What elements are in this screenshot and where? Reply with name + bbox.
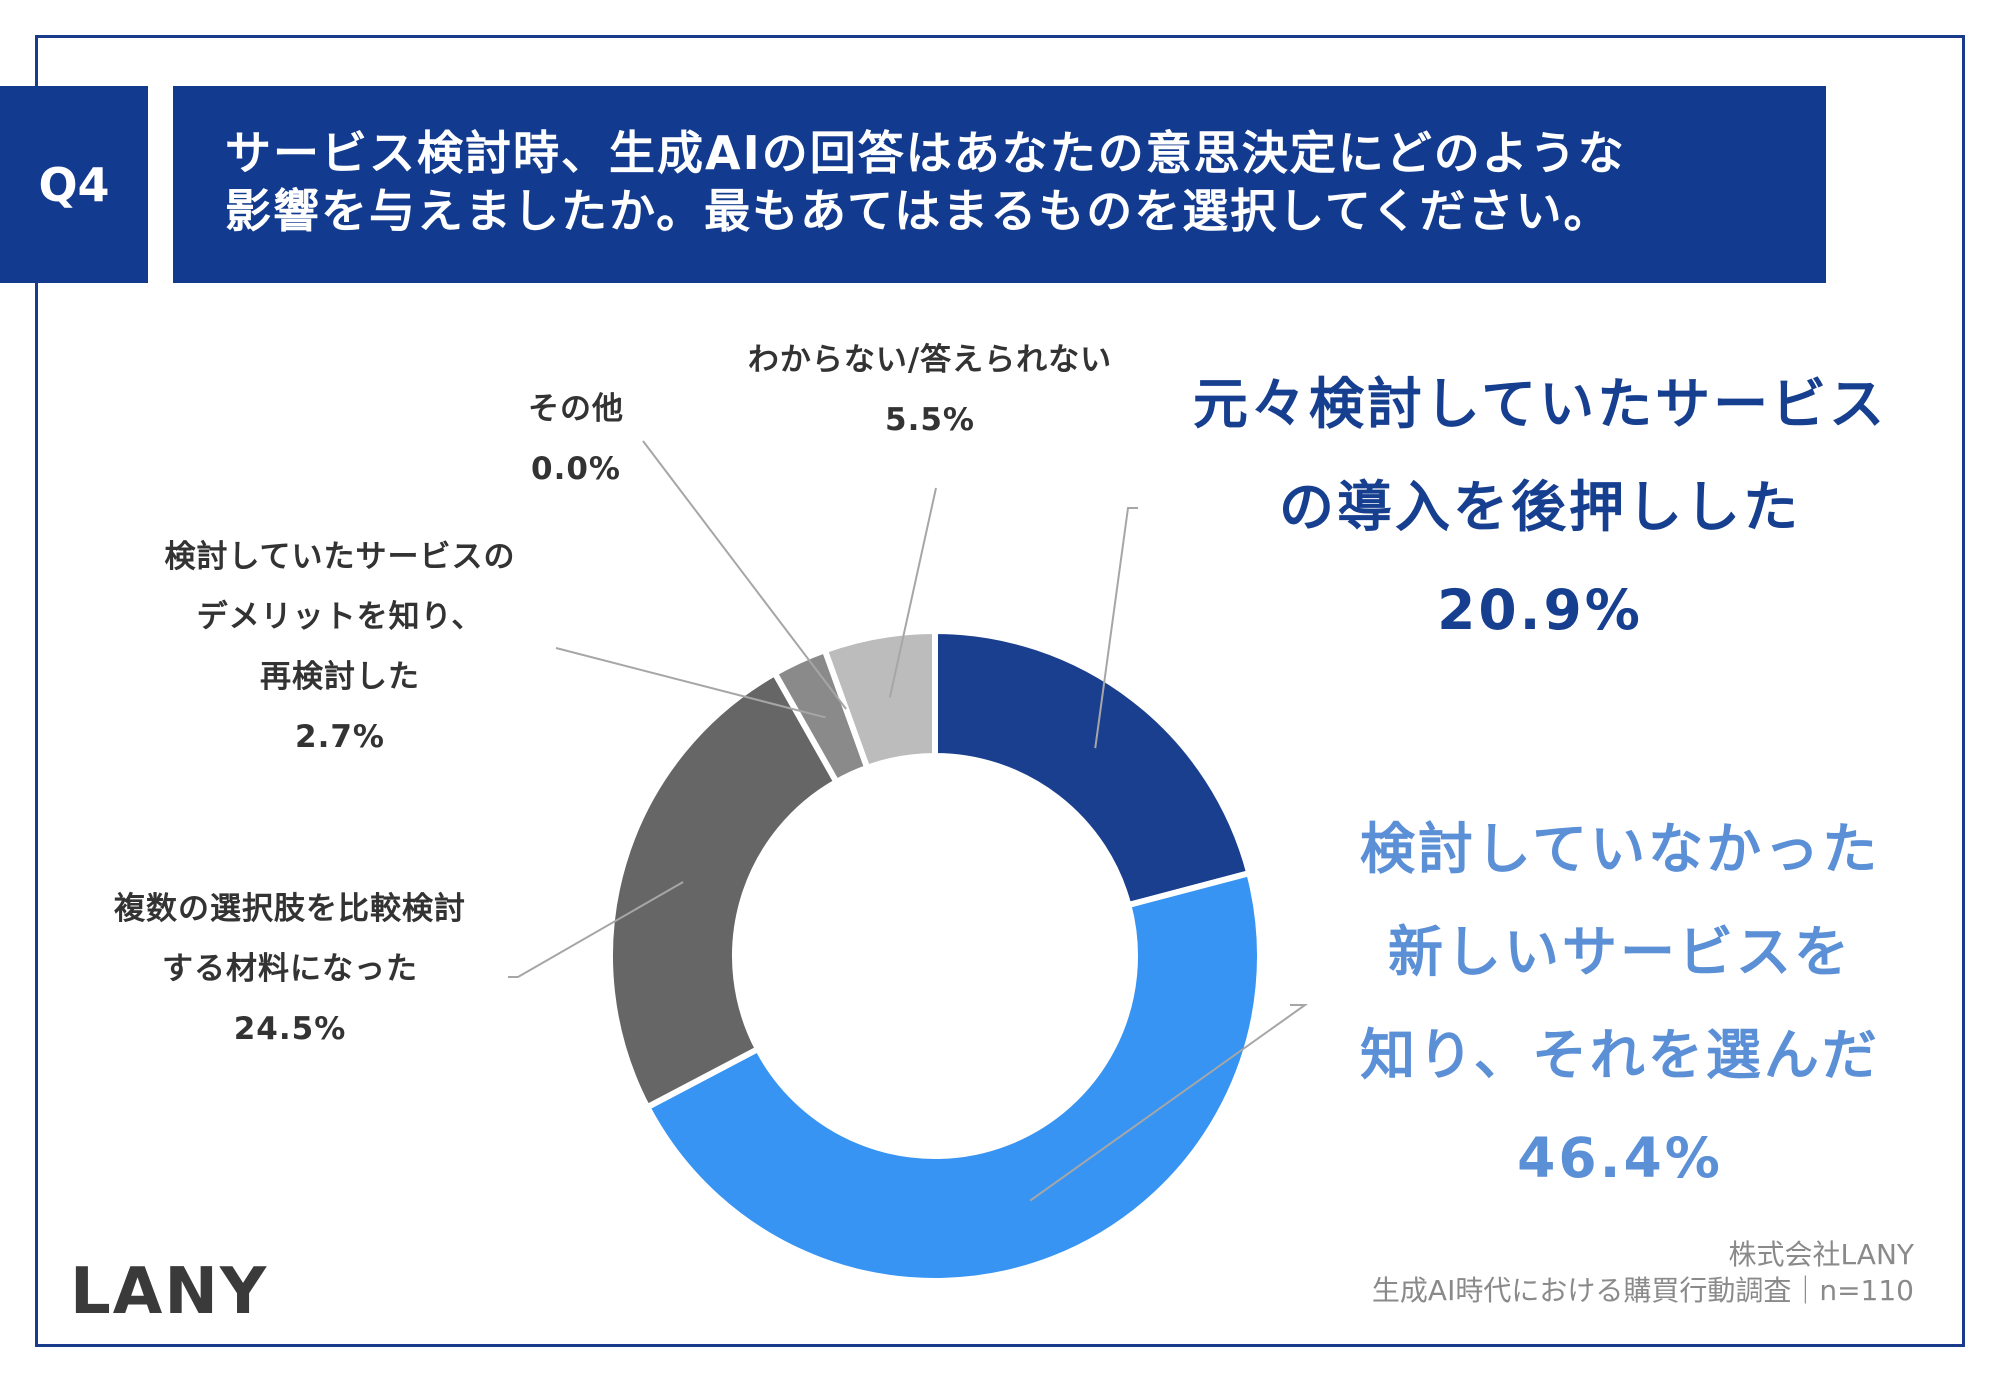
label-slice-5: わからない/答えられない 5.5% xyxy=(715,330,1145,450)
lany-logo: LANY xyxy=(70,1255,269,1329)
label-slice-0-line2: の導入を後押しした xyxy=(1278,475,1801,539)
donut-slice-5 xyxy=(821,627,938,772)
label-slice-4-value: 0.0% xyxy=(531,451,621,487)
label-slice-5-line1: わからない/答えられない xyxy=(747,342,1113,378)
label-slice-3-line3: 再検討した xyxy=(260,659,420,695)
question-title-line1: サービス検討時、生成AIの回答はあなたの意思決定にどのような xyxy=(225,126,1626,180)
leader-lines xyxy=(508,440,1309,1202)
label-slice-0-line1: 元々検討していたサービス xyxy=(1192,372,1888,436)
label-slice-2-value: 24.5% xyxy=(233,1011,347,1047)
source-note: 株式会社LANY 生成AI時代における購買行動調査｜n=110 xyxy=(1372,1237,1914,1309)
donut-slice-2 xyxy=(607,669,841,1112)
label-slice-2: 複数の選択肢を比較検討 する材料になった 24.5% xyxy=(80,879,500,1059)
label-slice-2-line2: する材料になった xyxy=(162,951,418,987)
question-title-line2: 影響を与えましたか。最もあてはまるものを選択してください。 xyxy=(225,184,1612,238)
label-slice-1-value: 46.4% xyxy=(1517,1126,1723,1190)
leader-line-2 xyxy=(508,881,684,978)
source-survey: 生成AI時代における購買行動調査｜n=110 xyxy=(1371,1274,1914,1307)
donut-slices xyxy=(607,627,1263,1285)
label-slice-1-line2: 新しいサービスを xyxy=(1387,920,1852,984)
frame xyxy=(35,35,1965,1347)
label-slice-4-line1: その他 xyxy=(528,391,624,427)
label-slice-1: 検討していなかった 新しいサービスを 知り、それを選んだ 46.4% xyxy=(1320,798,1920,1210)
label-slice-5-value: 5.5% xyxy=(885,402,975,438)
leader-line-3 xyxy=(555,647,826,719)
leader-line-1 xyxy=(1029,1004,1309,1202)
donut-slice-1 xyxy=(643,869,1263,1285)
source-company: 株式会社LANY xyxy=(1728,1238,1914,1271)
label-slice-1-line1: 検討していなかった xyxy=(1359,817,1881,881)
leader-line-4 xyxy=(642,440,847,710)
question-number: Q4 xyxy=(0,86,148,283)
donut-slice-0 xyxy=(932,627,1253,909)
label-slice-3-line1: 検討していたサービスの xyxy=(164,539,516,575)
leader-line-0 xyxy=(1094,507,1138,749)
label-slice-2-line1: 複数の選択肢を比較検討 xyxy=(114,891,466,927)
label-slice-3: 検討していたサービスの デメリットを知り、 再検討した 2.7% xyxy=(130,527,550,767)
leader-line-5 xyxy=(888,487,937,698)
label-slice-3-line2: デメリットを知り、 xyxy=(196,599,484,635)
label-slice-1-line3: 知り、それを選んだ xyxy=(1360,1023,1880,1087)
label-slice-4: その他 0.0% xyxy=(476,379,676,499)
label-slice-0-value: 20.9% xyxy=(1437,578,1643,642)
label-slice-0: 元々検討していたサービス の導入を後押しした 20.9% xyxy=(1160,353,1920,662)
question-title: サービス検討時、生成AIの回答はあなたの意思決定にどのような 影響を与えましたか… xyxy=(173,86,1826,283)
label-slice-3-value: 2.7% xyxy=(295,719,385,755)
